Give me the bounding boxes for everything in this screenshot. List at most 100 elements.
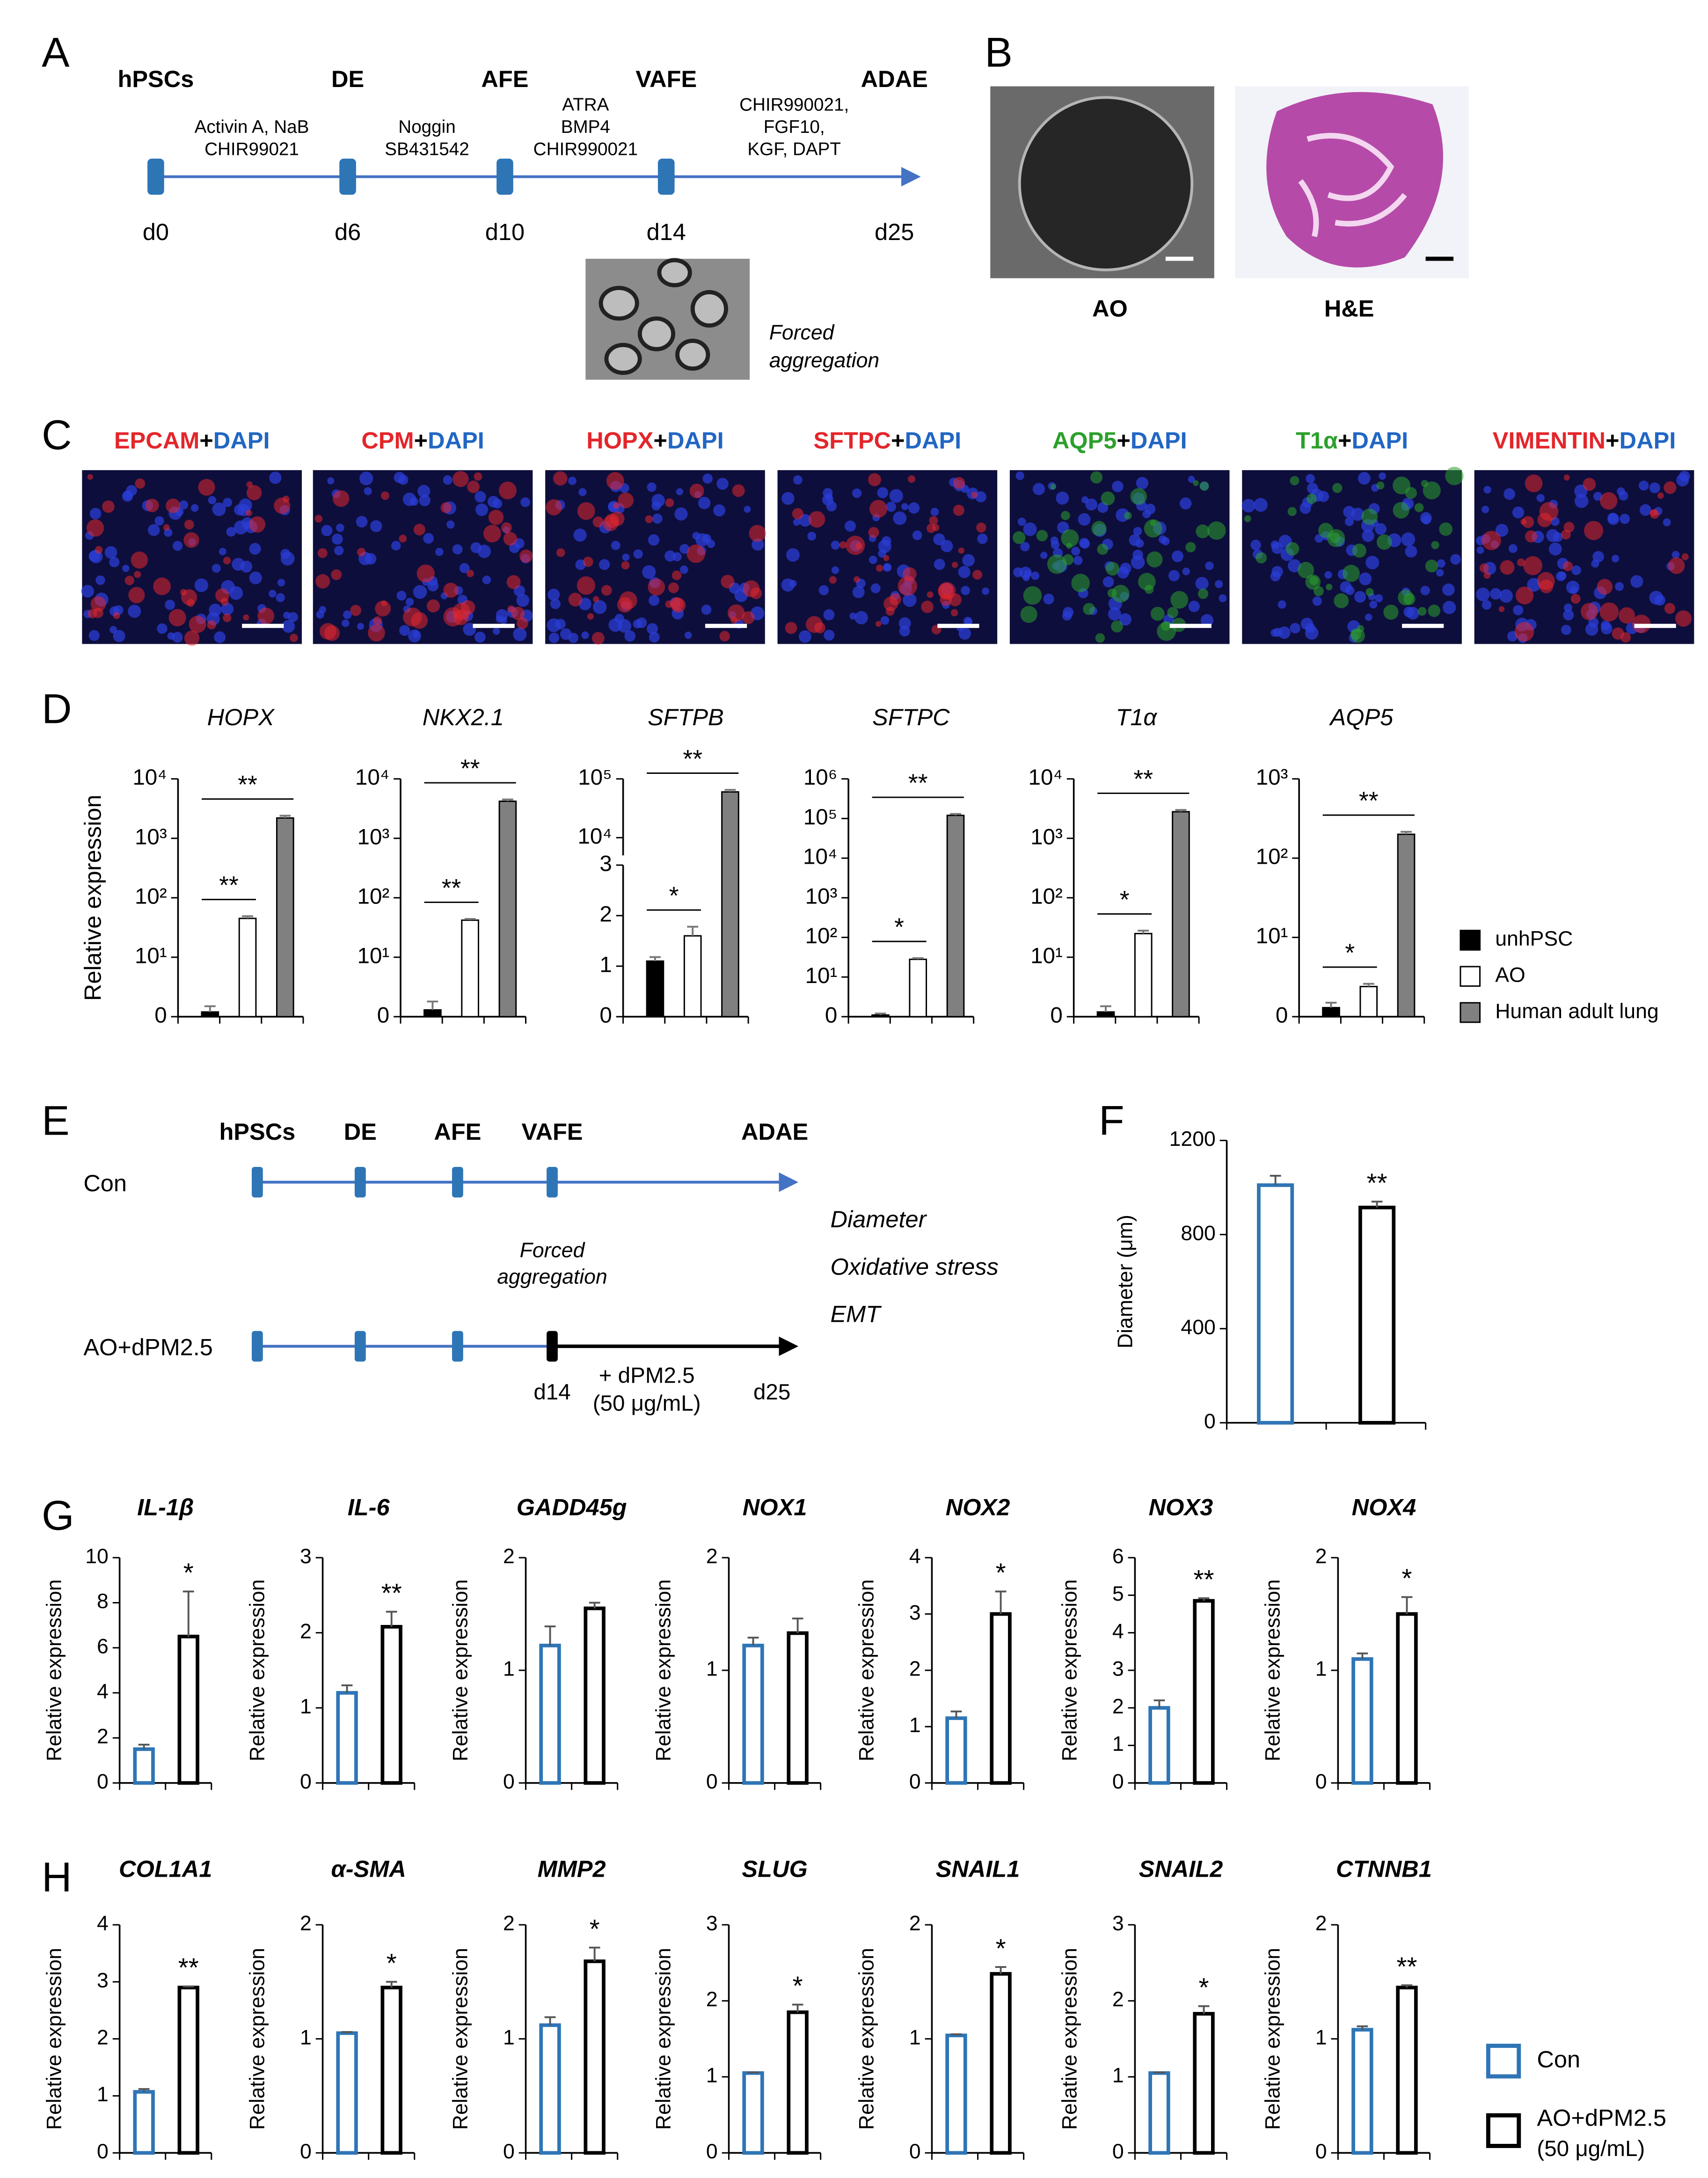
nucleus (1081, 496, 1089, 503)
nucleus (128, 605, 141, 618)
nucleus (280, 549, 291, 559)
day-label: d0 (143, 219, 169, 245)
nucleus (226, 527, 236, 537)
aggregate (599, 285, 639, 321)
panel-label: H (42, 1853, 72, 1900)
stain-signal (593, 596, 599, 603)
y-tick-label: 8 (97, 1590, 109, 1613)
bar (1134, 932, 1153, 1018)
stain-signal (1570, 594, 1581, 604)
stain-signal (1681, 553, 1689, 561)
stain-signal (1619, 607, 1635, 624)
nucleus (702, 473, 713, 484)
stain-signal (1196, 524, 1210, 539)
nucleus (1136, 477, 1149, 489)
image-caption: H&E (1324, 295, 1374, 321)
stain-signal (1580, 603, 1598, 620)
nucleus (1571, 565, 1581, 575)
stain-signal (721, 575, 735, 589)
stain-signal (951, 561, 958, 568)
nucleus (664, 550, 676, 562)
nucleus (624, 630, 636, 642)
chart-title: SNAIL1 (936, 1855, 1020, 1882)
error-bar (1401, 830, 1412, 835)
nucleus (1403, 606, 1415, 618)
nucleus (463, 623, 476, 636)
bar (787, 2010, 809, 2155)
nucleus (394, 472, 405, 483)
legend-swatch (1460, 966, 1481, 987)
joiner: + (891, 427, 905, 454)
y-tick-label: 2 (1315, 1912, 1327, 1935)
bar (1396, 1612, 1418, 1785)
chart-title: α-SMA (331, 1855, 406, 1882)
y-tick-label: 4 (909, 1545, 921, 1568)
y-tick-label: 3 (1112, 1658, 1124, 1681)
nucleus (1476, 546, 1484, 554)
chart-title: SFTPB (648, 704, 724, 730)
stain-signal (282, 495, 290, 503)
error-bar (912, 957, 924, 960)
stain-signal (1095, 633, 1105, 643)
aggregate (690, 290, 729, 328)
stain-signal (1500, 560, 1515, 575)
arrow-head (901, 167, 921, 187)
bar (787, 1631, 809, 1785)
legend-label: Human adult lung (1495, 1000, 1658, 1023)
nucleus (1277, 600, 1286, 609)
y-tick-label: 1 (300, 2026, 312, 2049)
nucleus (1071, 546, 1080, 556)
stain-signal (163, 524, 170, 531)
stain-signal (921, 600, 934, 613)
legend-label: AO (1495, 964, 1525, 987)
panel-label: G (42, 1492, 74, 1538)
bar (742, 1644, 764, 1785)
nucleus (781, 492, 795, 505)
nucleus (1436, 568, 1444, 577)
nucleus (1241, 499, 1255, 513)
stage-label: ADAE (741, 1118, 808, 1145)
nucleus (148, 524, 160, 536)
stain-signal (1350, 628, 1365, 643)
nucleus (1556, 571, 1566, 582)
stain-signal (976, 522, 986, 533)
nucleus (786, 548, 800, 562)
nucleus (550, 598, 561, 609)
nucleus (208, 496, 217, 504)
stain-signal (868, 473, 881, 487)
chart-title: NOX1 (743, 1493, 807, 1520)
stain-signal (1376, 534, 1392, 550)
stain-signal (1332, 483, 1343, 493)
nucleus (930, 508, 939, 516)
nucleus (878, 549, 886, 558)
y-tick-label: 2 (503, 1545, 515, 1568)
stain-signal (198, 479, 215, 496)
nucleus (852, 586, 865, 598)
day-label: d25 (875, 219, 914, 245)
bar (990, 1612, 1012, 1785)
error-bar (875, 1013, 886, 1015)
stain-signal (1207, 521, 1226, 540)
error-bar (1138, 930, 1149, 934)
stain-label: T1α+DAPI (1296, 427, 1408, 454)
y-axis-label: Relative expression (652, 1579, 675, 1761)
stain-signal (648, 578, 665, 596)
stain-signal (1097, 544, 1109, 555)
error-bar (724, 789, 736, 792)
stain-signal (591, 632, 605, 645)
error-bar (995, 1590, 1007, 1614)
nucleus (1375, 523, 1387, 535)
nucleus (1495, 524, 1509, 537)
bar (498, 801, 517, 1018)
stain-signal (249, 516, 266, 533)
nucleus (965, 618, 973, 626)
stain-signal (869, 500, 888, 518)
stain-signal (1101, 491, 1115, 505)
nucleus (649, 595, 660, 606)
treatment-label: + dPM2.5 (599, 1363, 695, 1388)
nucleus (1312, 596, 1322, 606)
error-bar (279, 815, 291, 818)
stain-signal (215, 588, 229, 603)
stage-label: AFE (434, 1118, 481, 1145)
stain-signal (929, 516, 938, 525)
